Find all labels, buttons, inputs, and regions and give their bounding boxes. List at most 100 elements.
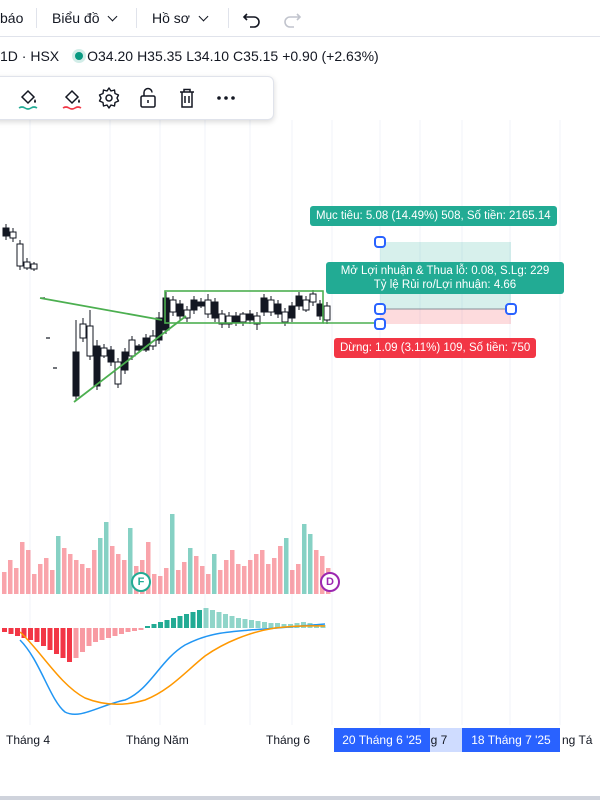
financials-marker[interactable]: F: [131, 572, 151, 592]
macd-histogram-bar: [177, 616, 183, 628]
paint-bucket-icon[interactable]: [15, 85, 41, 111]
toolbar-divider: [228, 8, 229, 28]
volume-bar: [254, 554, 259, 594]
candle-body: [281, 311, 289, 323]
volume-bar: [314, 550, 319, 594]
trend-line-lower: [73, 315, 187, 403]
candle-body: [86, 325, 94, 357]
toolbar-divider: [136, 8, 137, 28]
volume-bar: [248, 560, 253, 594]
volume-bar: [74, 560, 79, 594]
open-pnl-label[interactable]: Mở Lợi nhuận & Thua lỗ: 0.08, S.Lg: 229 …: [326, 262, 564, 294]
trash-icon[interactable]: [174, 85, 200, 111]
macd-histogram-bar: [216, 612, 222, 628]
undo-button[interactable]: [242, 0, 262, 36]
macd-histogram-bar: [21, 628, 27, 638]
candle-body: [107, 349, 115, 363]
candle-body: [267, 299, 275, 313]
volume-bar: [206, 574, 211, 594]
volume-bar: [158, 576, 163, 594]
volume-bar: [176, 570, 181, 594]
volume-bar: [278, 546, 283, 594]
time-label-april: Tháng 4: [6, 733, 51, 747]
macd-histogram-bar: [223, 614, 228, 628]
end-date-tag[interactable]: 18 Tháng 7 '25: [462, 728, 560, 752]
macd-histogram-bar: [203, 608, 209, 628]
volume-bar: [194, 556, 199, 594]
macd-histogram-bar: [8, 628, 14, 634]
macd-histogram-bar: [229, 616, 235, 628]
time-label-may: Tháng Năm: [126, 733, 189, 747]
ohlc-open: O34.20: [87, 48, 134, 64]
candle-body: [302, 299, 310, 311]
drag-handle: [505, 303, 517, 315]
redo-icon: [284, 13, 302, 28]
macd-histogram-bar: [138, 628, 144, 630]
candle-body: [114, 361, 122, 385]
volume-bar: [62, 548, 67, 594]
macd-histogram-bar: [54, 628, 59, 654]
macd-histogram-bar: [158, 622, 163, 628]
start-date-tag[interactable]: 20 Tháng 6 '25: [334, 728, 430, 752]
macd-histogram-bar: [112, 628, 118, 636]
volume-bar: [104, 522, 109, 594]
volume-bar: [86, 568, 91, 594]
volume-bar: [308, 534, 313, 594]
stop-label[interactable]: Dừng: 1.09 (3.11%) 109, Số tiền: 750: [334, 338, 537, 358]
ohlc-close: C35.15: [233, 48, 279, 64]
volume-bar: [290, 570, 295, 594]
trend-line-upper: [39, 297, 163, 321]
charts-menu-label: Biểu đồ: [52, 10, 100, 26]
candle-body: [211, 301, 219, 319]
paint-bucket-icon[interactable]: [59, 85, 85, 111]
time-label-june: Tháng 6: [266, 733, 311, 747]
macd-histogram-bar: [80, 628, 85, 652]
more-icon[interactable]: [213, 85, 239, 111]
volume-bar: [212, 554, 217, 594]
candle-body: [100, 347, 108, 357]
volume-bar: [14, 568, 19, 594]
candle-body: [316, 303, 324, 317]
macd-histogram-bar: [190, 612, 196, 628]
macd-histogram-bar: [184, 614, 189, 628]
macd-histogram-bar: [197, 610, 202, 628]
volume-bar: [38, 564, 43, 594]
menu-item-partial[interactable]: báo: [0, 10, 24, 26]
macd-histogram-bar: [86, 628, 92, 646]
open-pnl-text: Mở Lợi nhuận & Thua lỗ: 0.08, S.Lg: 229: [340, 265, 550, 277]
macd-histogram-bar: [34, 628, 40, 642]
candle-body: [274, 303, 282, 315]
macd-pane: [2, 608, 326, 716]
volume-bar: [56, 536, 61, 594]
macd-histogram-bar: [119, 628, 124, 634]
dividend-marker[interactable]: D: [320, 572, 340, 592]
macd-histogram-bar: [41, 628, 46, 646]
macd-histogram-bar: [151, 624, 157, 628]
market-status-icon: [75, 52, 84, 60]
macd-histogram-bar: [236, 618, 241, 628]
volume-bar: [218, 570, 223, 594]
signal-line: [19, 625, 326, 705]
rectangle-drawing: [164, 290, 324, 324]
macd-histogram-bar: [275, 623, 280, 628]
macd-histogram-bar: [28, 628, 33, 640]
target-label[interactable]: Mục tiêu: 5.08 (14.49%) 508, Số tiền: 21…: [310, 206, 557, 226]
volume-bar: [128, 528, 133, 594]
gear-icon[interactable]: [96, 85, 122, 111]
profile-menu-button[interactable]: Hồ sơ: [152, 0, 209, 36]
volume-bar: [32, 574, 37, 594]
volume-bar: [224, 560, 229, 594]
candle-body: [128, 339, 136, 357]
charts-menu-button[interactable]: Biểu đồ: [52, 0, 118, 36]
redo-button[interactable]: [282, 0, 302, 36]
symbol-label[interactable]: 1D · HSX: [0, 48, 60, 64]
candle-body: [169, 299, 177, 313]
candle-body: [253, 315, 261, 325]
macd-histogram-bar: [210, 610, 215, 628]
macd-histogram-bar: [145, 626, 150, 628]
lock-icon[interactable]: [135, 85, 161, 111]
volume-bar: [188, 548, 193, 594]
volume-bar: [110, 546, 115, 594]
loss-zone: [380, 309, 511, 324]
